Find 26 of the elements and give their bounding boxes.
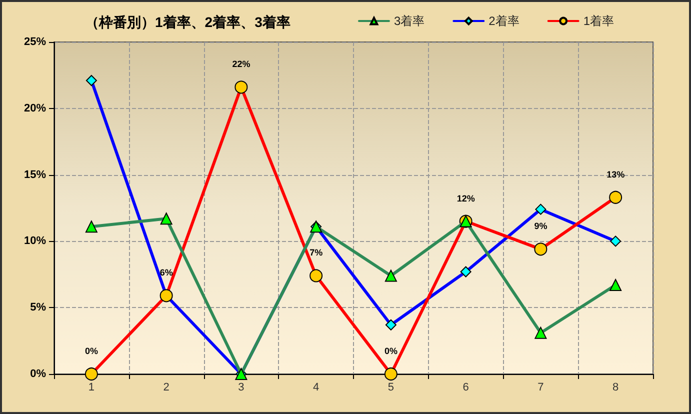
data-label: 12%	[456, 193, 475, 204]
data-label: 6%	[160, 268, 173, 278]
y-tick-label: 5%	[30, 302, 46, 314]
data-label: 7%	[310, 248, 323, 258]
data-label: 0%	[384, 346, 398, 356]
y-tick-label: 25%	[24, 36, 46, 48]
x-tick-label: 3	[238, 382, 244, 394]
x-tick-label: 4	[313, 382, 320, 394]
data-label: 9%	[534, 221, 548, 232]
y-tick-label: 15%	[24, 168, 46, 181]
x-tick-label: 8	[612, 382, 619, 394]
legend-label: 2着率	[488, 14, 520, 28]
x-tick-label: 6	[462, 382, 469, 394]
y-tick-label: 0%	[30, 368, 46, 380]
y-tick-label: 10%	[24, 235, 46, 248]
x-tick-label: 5	[388, 382, 394, 394]
data-label: 13%	[606, 169, 625, 180]
legend-label: 1着率	[583, 14, 614, 28]
x-tick-label: 7	[538, 382, 544, 394]
data-label: 0%	[84, 346, 98, 356]
y-tick-label: 20%	[24, 102, 46, 114]
data-label: 22%	[232, 59, 250, 70]
legend-label: 3着率	[394, 14, 425, 28]
x-tick-label: 2	[163, 382, 170, 394]
x-tick-label: 1	[88, 382, 94, 394]
chart-title: （枠番別）1着率、2着率、3着率	[85, 14, 290, 30]
